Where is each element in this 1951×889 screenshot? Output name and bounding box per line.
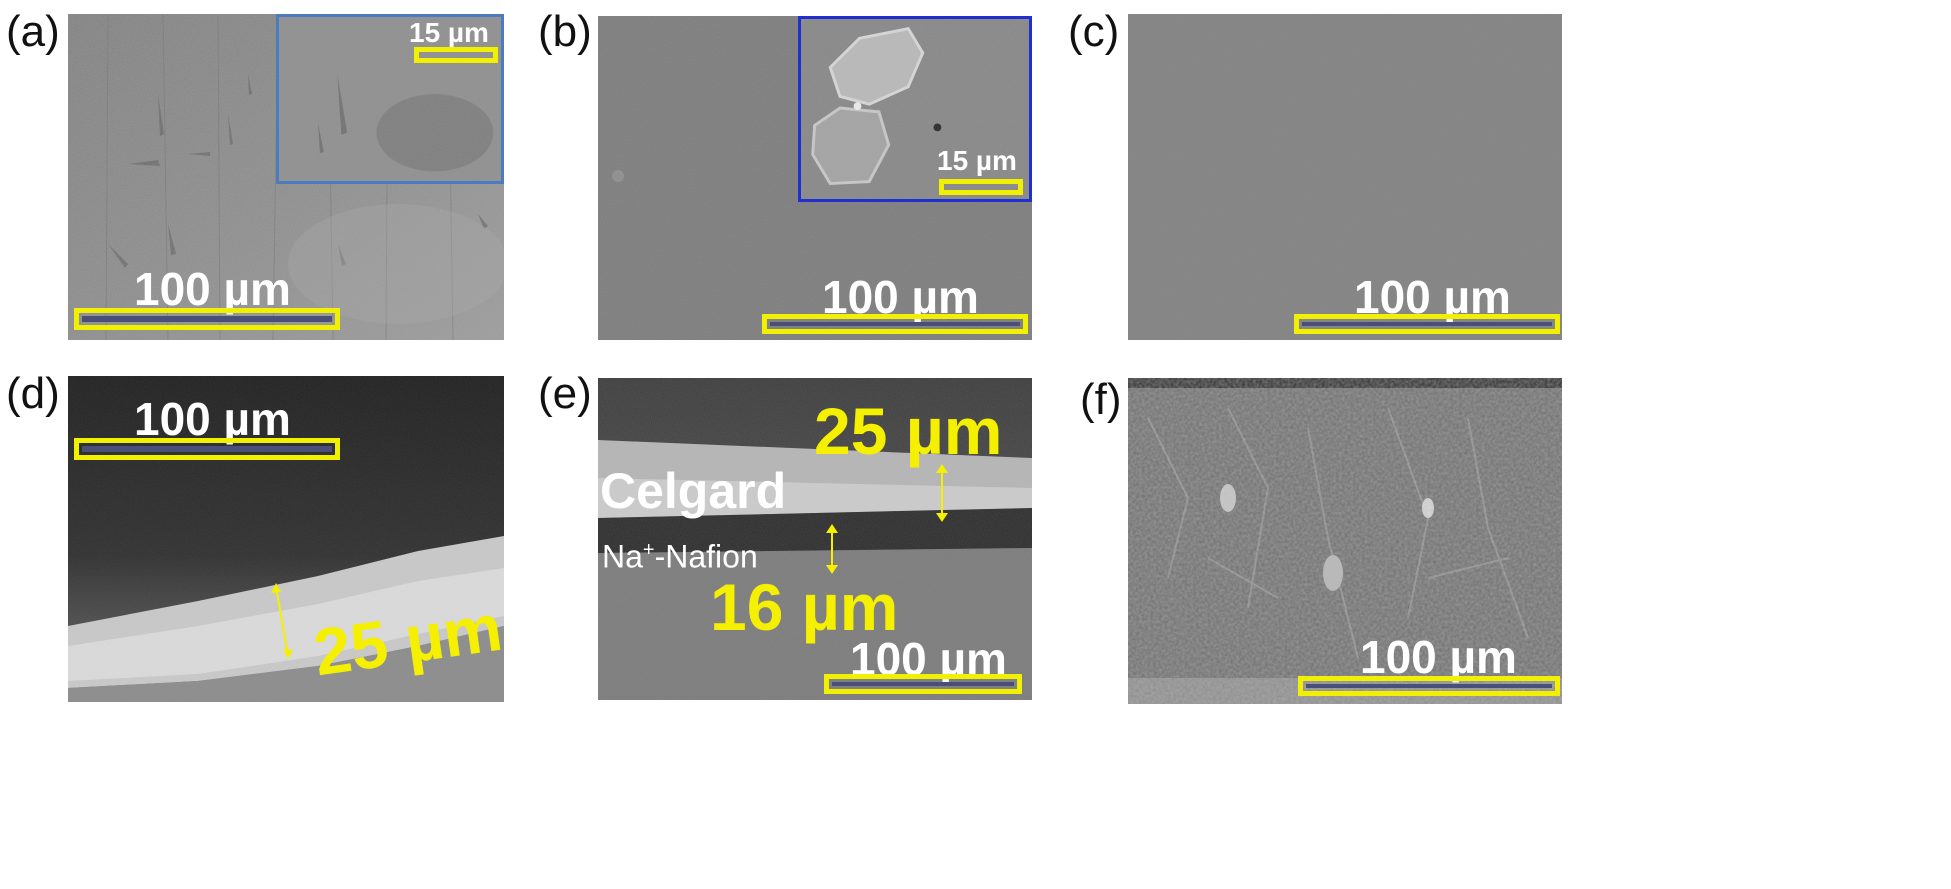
scale-bar-d — [74, 438, 340, 460]
inset-scale-label-b: 15 µm — [937, 145, 1017, 176]
inset-scale-bar-a — [414, 47, 498, 63]
sem-cross-section-f — [1128, 378, 1562, 704]
inset-scale-label-a: 15 µm — [409, 17, 489, 48]
scale-label-f: 100 µm — [1360, 631, 1517, 683]
scale-bar-c — [1294, 314, 1560, 334]
scale-bar-e — [824, 674, 1022, 694]
sem-image-c: 100 µm — [1128, 14, 1562, 340]
thickness-arrow-d — [271, 583, 293, 659]
inset-a: 15 µm — [276, 14, 504, 184]
sem-image-f: 100 µm — [1128, 378, 1562, 704]
thickness-label-e-top: 25 µm — [814, 394, 1003, 468]
scale-bar-f — [1298, 676, 1560, 696]
sem-cross-section-e — [598, 378, 1032, 700]
scale-label-a: 100 µm — [134, 263, 291, 315]
sem-image-e: Celgard Na+-Nafion 25 µm 16 µm 100 µm — [598, 378, 1032, 700]
scale-label-d: 100 µm — [134, 393, 291, 445]
layer-label-nafion: Na+-Nafion — [602, 540, 758, 573]
nafion-superscript: + — [642, 539, 655, 561]
inset-image-b — [801, 19, 1029, 199]
thickness-label-e-bottom: 16 µm — [710, 570, 899, 644]
inset-image-a — [279, 17, 501, 181]
sem-image-d: 100 µm 25 µm — [68, 376, 504, 702]
scale-label-c: 100 µm — [1354, 271, 1511, 323]
sem-cross-section-d — [68, 376, 504, 702]
sem-image-b: 15 µm 100 µm — [598, 16, 1032, 340]
inset-b: 15 µm — [798, 16, 1032, 202]
thickness-arrow-e-bottom — [826, 524, 838, 574]
scale-bar-b — [762, 314, 1028, 334]
panel-label-d: (d) — [6, 369, 60, 418]
layer-label-celgard: Celgard — [600, 463, 787, 519]
sem-surface-c — [1128, 14, 1562, 340]
sem-image-a: 15 µm 100 µm — [68, 14, 504, 340]
scale-bar-a — [74, 308, 340, 330]
panel-label-e: (e) — [538, 369, 592, 418]
panel-label-a: (a) — [6, 7, 60, 56]
nafion-suffix: -Nafion — [654, 538, 758, 575]
panel-label-c: (c) — [1068, 7, 1120, 56]
panel-label-f: (f) — [1080, 375, 1122, 424]
inset-scale-bar-b — [939, 179, 1023, 195]
nafion-prefix: Na — [602, 538, 643, 575]
thickness-arrow-e-top — [936, 464, 948, 522]
panel-label-b: (b) — [538, 7, 592, 56]
scale-label-b: 100 µm — [822, 271, 979, 323]
